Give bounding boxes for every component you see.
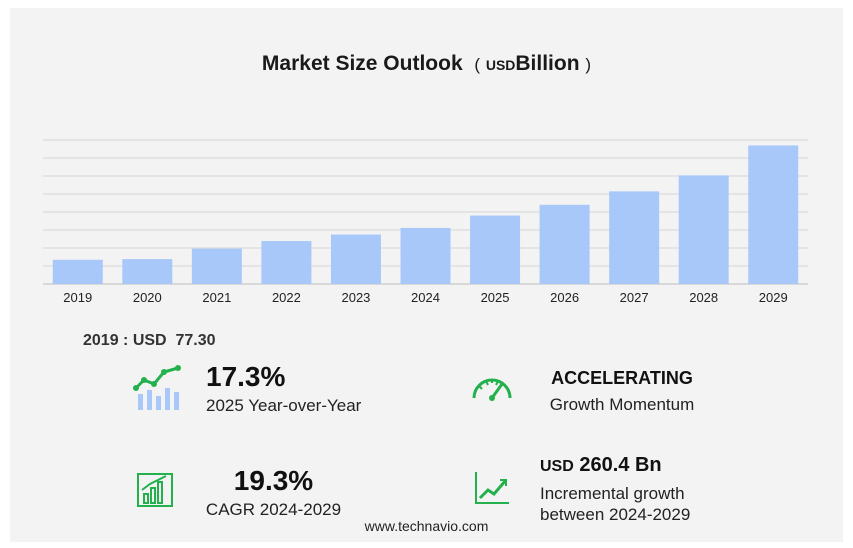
bar-2019 [52, 259, 103, 284]
x-label-2019: 2019 [63, 290, 92, 305]
chart-title: Market Size Outlook ( USDBillion ) [10, 52, 843, 76]
cagr-label: CAGR 2024-2029 [205, 500, 342, 519]
bar-2025 [470, 215, 521, 284]
bar-2029 [748, 145, 799, 284]
x-label-2024: 2024 [411, 290, 440, 305]
cagr-value: 19.3% [233, 465, 314, 496]
bar-2026 [539, 204, 590, 284]
base-year-value: 2019 : USD 77.30 [83, 332, 216, 350]
x-label-2026: 2026 [550, 290, 579, 305]
bar-chart: 2019 2020 2021 2022 2023 2024 2025 2026 2027 2028… [43, 139, 808, 305]
bar-2028 [678, 175, 729, 284]
bar-2022 [261, 241, 312, 284]
incremental-label-2: between 2024-2029 [540, 505, 691, 524]
yoy-label: 2025 Year-over-Year [206, 396, 362, 415]
title-main: Market Size Outlook [261, 52, 463, 75]
bar-2020 [122, 259, 173, 284]
momentum-value: ACCELERATING [551, 368, 693, 388]
chart-card: Market Size Outlook ( USDBillion ) 2019 2… [10, 8, 843, 542]
yoy-value: 17.3% [206, 361, 286, 392]
bar-chart-icon [137, 473, 173, 507]
bar-2023 [330, 234, 381, 284]
speedometer-icon [472, 378, 512, 401]
title-close-paren: ) [585, 55, 592, 74]
incremental-value-line: USD 260.4 Bn [540, 454, 690, 477]
x-label-2025: 2025 [481, 290, 510, 305]
trend-line-icon [475, 472, 509, 504]
momentum-stat: ACCELERATING Growth Momentum [532, 368, 712, 415]
base-separator: : [123, 332, 129, 349]
momentum-label: Growth Momentum [549, 395, 695, 414]
chart-x-labels: 2019 2020 2021 2022 2023 2024 2025 2026 2027 2028… [63, 290, 787, 305]
bar-2021 [191, 248, 242, 284]
chart-bars [52, 145, 799, 284]
title-unit-prefix: USD [485, 57, 516, 73]
source-footer: www.technavio.com [364, 518, 489, 534]
title-open-paren: ( [474, 55, 480, 74]
bar-2024 [400, 227, 451, 284]
x-label-2027: 2027 [620, 290, 649, 305]
base-currency: USD [132, 332, 167, 349]
incremental-stat: USD 260.4 Bn Incremental growth between … [540, 454, 690, 525]
base-year: 2019 [83, 332, 119, 349]
x-label-2029: 2029 [759, 290, 788, 305]
incremental-label-1: Incremental growth [540, 484, 685, 503]
x-label-2021: 2021 [202, 290, 231, 305]
incremental-value: 260.4 Bn [579, 454, 662, 476]
cagr-stat: 19.3% CAGR 2024-2029 [196, 465, 351, 520]
x-label-2020: 2020 [133, 290, 162, 305]
x-label-2028: 2028 [689, 290, 718, 305]
base-amount: 77.30 [175, 332, 216, 349]
x-label-2023: 2023 [341, 290, 370, 305]
title-unit: Billion [515, 52, 580, 75]
yoy-stat: 17.3% 2025 Year-over-Year [206, 361, 361, 416]
bar-trend-icon [133, 365, 181, 410]
x-label-2022: 2022 [272, 290, 301, 305]
bar-2027 [609, 191, 660, 284]
incremental-currency: USD [540, 458, 574, 475]
